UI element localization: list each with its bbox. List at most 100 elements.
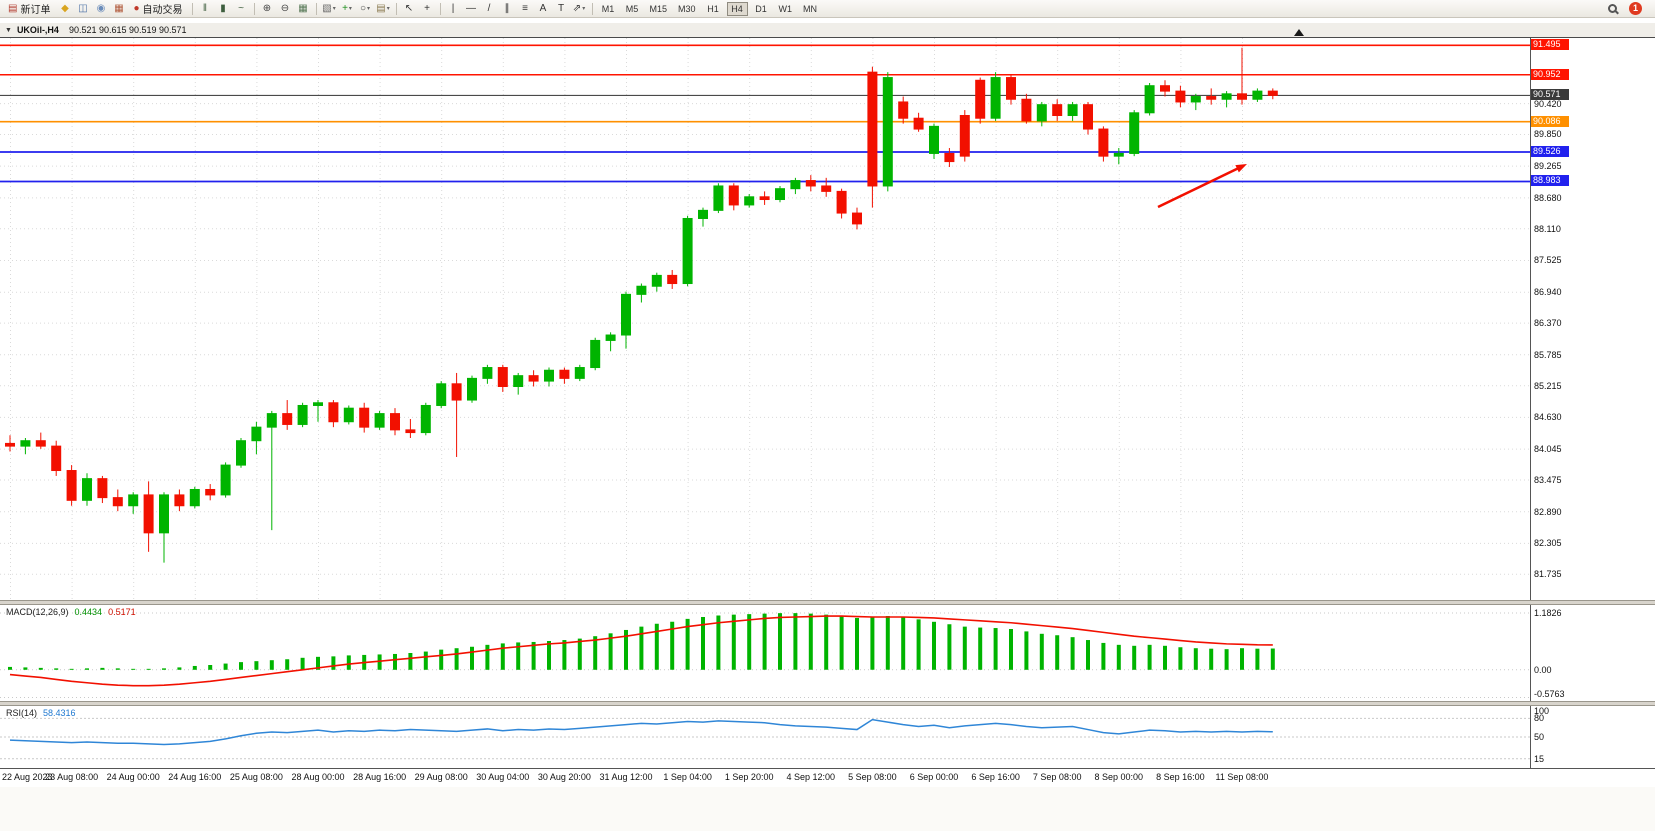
price-axis[interactable]: 90.420 89.850 89.265 88.680 88.110 87.525 86.9… — [1530, 38, 1569, 600]
macd-chart-svg[interactable] — [0, 605, 1530, 701]
timeframe-h4-button[interactable]: H4 — [726, 1, 748, 16]
time-axis-label: 1 Sep 20:00 — [724, 772, 774, 782]
rsi-panel[interactable]: RSI(14) 58.4316 — [0, 706, 1530, 768]
arrows-icon: ⇗ — [572, 3, 582, 14]
cursor-icon[interactable]: ↖ — [401, 1, 418, 16]
dropdown-caret-icon: ▾ — [367, 6, 371, 12]
rsi-axis-tick: 100 — [1534, 706, 1550, 716]
bar-chart-type-icon[interactable]: ‖ — [197, 1, 214, 16]
line-chart-type-icon: ~ — [238, 3, 244, 14]
indicators-icon: + — [342, 3, 348, 14]
main-chart[interactable] — [0, 38, 1530, 600]
chart-ohlc-values: 90.521 90.615 90.519 90.571 — [68, 25, 187, 35]
price-tick: 90.420 — [1534, 98, 1562, 109]
macd-axis-tick: 0.00 — [1534, 664, 1552, 675]
rsi-name: RSI(14) — [6, 708, 38, 718]
timeframe-h1-button[interactable]: H1 — [707, 3, 719, 14]
rsi-value: 58.4316 — [43, 708, 76, 718]
arrows-icon[interactable]: ⇗ ▾ — [571, 1, 588, 16]
templates-icon[interactable]: ▤ ▾ — [375, 1, 392, 16]
macd-panel[interactable]: MACD(12,26,9) 0.4434 0.5171 — [0, 605, 1530, 701]
collapse-chart-icon[interactable]: ▼ — [5, 26, 12, 34]
time-axis[interactable]: 22 Aug 2023 23 Aug 08:00 24 Aug 00:00 24 Au… — [0, 768, 1655, 787]
indicators-icon[interactable]: + ▾ — [339, 1, 356, 16]
profile-icon[interactable]: ◫ — [74, 1, 91, 16]
timeframe-m1-button[interactable]: M1 — [601, 3, 615, 14]
time-axis-label: 24 Aug 16:00 — [168, 772, 222, 782]
market-watch-icon[interactable]: ◉ — [92, 1, 109, 16]
main-toolbar: ▤ 新订单 ◆ ◫ ◉ ▦ ● 自动交易 ‖ ▮ ~ ⊕ ⊖ ▦ ▧ ▾ + ▾ ○ ▾ ▤ ▾ ↖ + | — / ∥ ≡ A T ⇗ ▾ M1… — [0, 0, 1655, 18]
new-chart-icon[interactable]: ▧ ▾ — [321, 1, 338, 16]
zoom-in-icon[interactable]: ⊕ — [259, 1, 276, 16]
time-axis-label: 7 Sep 08:00 — [1032, 772, 1082, 782]
time-axis-label: 5 Sep 08:00 — [848, 772, 897, 782]
text-icon[interactable]: A — [535, 1, 552, 16]
macd-axis[interactable]: 1.1826 0.00 -0.5763 — [1530, 605, 1569, 701]
time-axis-label: 25 Aug 08:00 — [229, 772, 283, 782]
auto-trading-button-label: 自动交易 — [142, 5, 183, 16]
panel-splitter-macd[interactable] — [0, 600, 1655, 605]
rsi-indicator-label: RSI(14) 58.4316 — [6, 708, 76, 718]
macd-main-value: 0.4434 — [74, 607, 103, 617]
chart-title: UKOil-,H4 — [16, 25, 59, 35]
timeframe-w1-button[interactable]: W1 — [778, 3, 793, 14]
fibonacci-icon[interactable]: ≡ — [517, 1, 534, 16]
tile-windows-icon: ▦ — [298, 3, 308, 14]
vertical-line-icon: | — [451, 3, 455, 14]
new-chart-icon: ▧ — [322, 3, 332, 14]
candlestick-chart-type-icon[interactable]: ▮ — [215, 1, 232, 16]
periods-icon: ○ — [359, 3, 367, 14]
timeframe-mn-button[interactable]: MN — [803, 3, 818, 14]
timeframe-d1-button[interactable]: D1 — [755, 3, 767, 14]
time-axis-label: 8 Sep 00:00 — [1094, 772, 1144, 782]
timeframe-m5-button[interactable]: M5 — [625, 3, 639, 14]
trend-arrow-annotation[interactable] — [1157, 164, 1247, 209]
price-tick: 89.265 — [1534, 161, 1562, 172]
horizontal-line-icon[interactable]: — — [463, 1, 480, 16]
auto-trading-button[interactable]: ● 自动交易 — [128, 1, 187, 16]
new-order-button[interactable]: ▤ 新订单 — [3, 1, 55, 16]
chart-shift-marker[interactable] — [1294, 29, 1304, 36]
panel-splitter-rsi[interactable] — [0, 701, 1655, 706]
favorites-icon: ◆ — [61, 3, 69, 14]
time-axis-label: 22 Aug 2023 — [2, 772, 53, 782]
macd-right-gutter — [1569, 605, 1655, 701]
cursor-icon: ↖ — [404, 3, 414, 14]
macd-name: MACD(12,26,9) — [6, 607, 69, 617]
text-label-icon: T — [557, 3, 565, 14]
new-order-button-label: 新订单 — [20, 5, 51, 16]
text-label-icon[interactable]: T — [553, 1, 570, 16]
timeframe-m30-button[interactable]: M30 — [678, 3, 696, 14]
toolbar-separator — [253, 2, 255, 15]
time-axis-label: 29 Aug 08:00 — [414, 772, 468, 782]
macd-axis-tick: -0.5763 — [1534, 689, 1565, 699]
toolbar-gap — [0, 18, 1655, 23]
time-axis-label: 30 Aug 04:00 — [476, 772, 530, 782]
search-icon[interactable] — [1604, 1, 1621, 16]
timeframe-m15-button[interactable]: M15 — [649, 3, 668, 14]
dropdown-caret-icon: ▾ — [332, 6, 336, 12]
rsi-axis[interactable]: 100 80 50 15 — [1530, 706, 1569, 768]
chart-window-titlebar: ▼ UKOil-,H4 90.521 90.615 90.519 90.571 — [0, 23, 1655, 38]
tile-windows-icon[interactable]: ▦ — [295, 1, 312, 16]
terminal-icon[interactable]: ▦ — [110, 1, 127, 16]
price-tick: 83.475 — [1534, 475, 1562, 485]
zoom-out-icon[interactable]: ⊖ — [277, 1, 294, 16]
macd-axis-tick: 1.1826 — [1534, 608, 1562, 619]
line-chart-type-icon[interactable]: ~ — [233, 1, 250, 16]
candlestick-chart-svg[interactable] — [0, 38, 1530, 600]
trendline-icon[interactable]: / — [481, 1, 498, 16]
equidistant-channel-icon[interactable]: ∥ — [499, 1, 516, 16]
vertical-line-icon[interactable]: | — [445, 1, 462, 16]
crosshair-icon[interactable]: + — [419, 1, 436, 16]
favorites-icon[interactable]: ◆ — [56, 1, 73, 16]
trendline-icon: / — [487, 3, 491, 14]
text-icon: A — [539, 3, 547, 14]
zoom-out-icon: ⊖ — [280, 3, 290, 14]
time-axis-label: 28 Aug 16:00 — [353, 772, 407, 782]
rsi-chart-svg[interactable] — [0, 706, 1530, 768]
price-tick: 84.045 — [1534, 444, 1562, 455]
periods-icon[interactable]: ○ ▾ — [357, 1, 374, 16]
notification-badge[interactable]: 1 — [1629, 2, 1642, 15]
